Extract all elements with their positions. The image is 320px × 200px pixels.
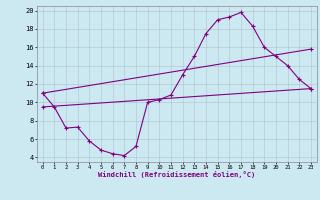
X-axis label: Windchill (Refroidissement éolien,°C): Windchill (Refroidissement éolien,°C) <box>98 171 255 178</box>
